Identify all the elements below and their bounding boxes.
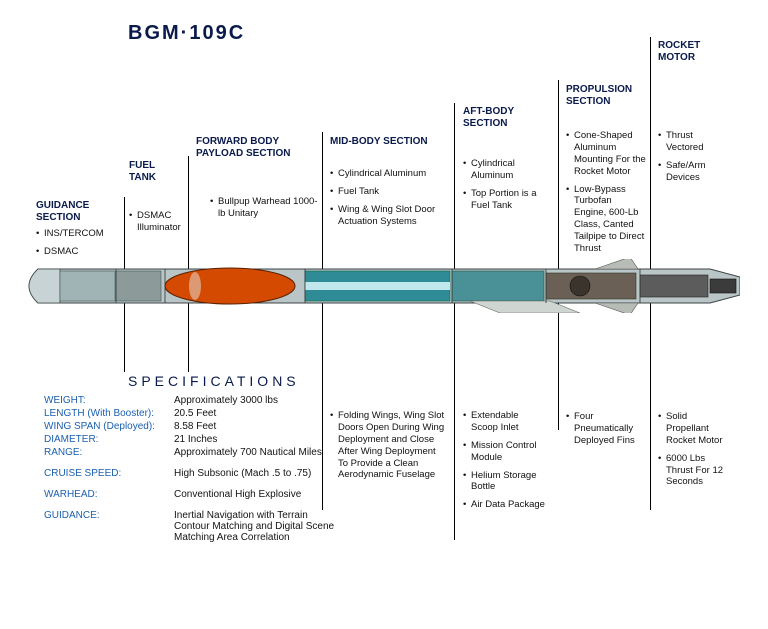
bullet: Wing & Wing Slot Door Actuation Systems bbox=[330, 204, 448, 228]
section-bullets-bottom: Four Pneumatically Deployed Fins bbox=[566, 411, 646, 453]
section-label: FORWARD BODYPAYLOAD SECTION bbox=[196, 136, 306, 159]
spec-row: GUIDANCE:Inertial Navigation with Terrai… bbox=[44, 510, 344, 543]
spec-key: WING SPAN (Deployed): bbox=[44, 421, 174, 432]
spec-row: WEIGHT:Approximately 3000 lbs bbox=[44, 395, 344, 406]
spec-value: Inertial Navigation with Terrain Contour… bbox=[174, 510, 344, 543]
spec-row: CRUISE SPEED:High Subsonic (Mach .5 to .… bbox=[44, 468, 344, 479]
bullet: Fuel Tank bbox=[330, 186, 448, 198]
section-bullets-top: Cylindrical Aluminum Top Portion is a Fue… bbox=[463, 158, 545, 218]
section-bullets-bottom: Folding Wings, Wing Slot Doors Open Duri… bbox=[330, 410, 448, 487]
section-bullets-top: Cone-Shaped Aluminum Mounting For the Ro… bbox=[566, 130, 646, 261]
spec-value: 21 Inches bbox=[174, 434, 217, 445]
section-label: FUELTANK bbox=[129, 160, 185, 183]
spec-row: WARHEAD:Conventional High Explosive bbox=[44, 489, 344, 500]
bullet: Four Pneumatically Deployed Fins bbox=[566, 411, 646, 447]
bullet: Top Portion is a Fuel Tank bbox=[463, 188, 545, 212]
section-bullets-bottom: Extendable Scoop Inlet Mission Control Mo… bbox=[463, 410, 545, 517]
spec-key: CRUISE SPEED: bbox=[44, 468, 174, 479]
divider bbox=[558, 80, 559, 430]
bullet: Helium Storage Bottle bbox=[463, 470, 545, 494]
spec-key: GUIDANCE: bbox=[44, 510, 174, 543]
spec-value: Approximately 3000 lbs bbox=[174, 395, 278, 406]
spec-key: WEIGHT: bbox=[44, 395, 174, 406]
section-bullets-top: DSMAC Illuminator bbox=[129, 210, 185, 240]
spec-value: 20.5 Feet bbox=[174, 408, 216, 419]
section-label: GUIDANCESECTION bbox=[36, 200, 124, 223]
spec-table: WEIGHT:Approximately 3000 lbsLENGTH (Wit… bbox=[44, 395, 344, 545]
section-bullets-top: Bullpup Warhead 1000-lb Unitary bbox=[210, 196, 320, 226]
section-label: PROPULSIONSECTION bbox=[566, 84, 646, 107]
bullet: Cylindrical Aluminum bbox=[463, 158, 545, 182]
section-label: AFT-BODYSECTION bbox=[463, 106, 545, 129]
spec-key: WARHEAD: bbox=[44, 489, 174, 500]
spec-heading: SPECIFICATIONS bbox=[128, 373, 300, 389]
bullet: Cylindrical Aluminum bbox=[330, 168, 448, 180]
spec-value: Conventional High Explosive bbox=[174, 489, 301, 500]
bullet: Mission Control Module bbox=[463, 440, 545, 464]
spec-value: 8.58 Feet bbox=[174, 421, 216, 432]
section-bullets-top: Thrust Vectored Safe/Arm Devices bbox=[658, 130, 728, 190]
section-label: ROCKETMOTOR bbox=[658, 40, 728, 63]
bullet: Low-Bypass Turbofan Engine, 600-Lb Class… bbox=[566, 184, 646, 255]
spec-key: DIAMETER: bbox=[44, 434, 174, 445]
spec-value: High Subsonic (Mach .5 to .75) bbox=[174, 468, 311, 479]
section-bullets-top: Cylindrical Aluminum Fuel Tank Wing & Wing… bbox=[330, 168, 448, 234]
diagram-title: BGM·109C bbox=[128, 22, 245, 45]
bullet: Thrust Vectored bbox=[658, 130, 728, 154]
bullet: Solid Propellant Rocket Motor bbox=[658, 411, 728, 447]
bullet: Bullpup Warhead 1000-lb Unitary bbox=[210, 196, 320, 220]
bullet: DSMAC bbox=[36, 246, 124, 258]
bullet: INS/TERCOM bbox=[36, 228, 124, 240]
spec-value: Approximately 700 Nautical Miles bbox=[174, 447, 322, 458]
bullet: DSMAC Illuminator bbox=[129, 210, 185, 234]
missile-cutaway bbox=[20, 259, 740, 313]
section-label: MID-BODY SECTION bbox=[330, 136, 448, 148]
bullet: 6000 Lbs Thrust For 12 Seconds bbox=[658, 453, 728, 489]
spec-row: DIAMETER:21 Inches bbox=[44, 434, 344, 445]
bullet: Extendable Scoop Inlet bbox=[463, 410, 545, 434]
spec-row: WING SPAN (Deployed):8.58 Feet bbox=[44, 421, 344, 432]
spec-key: LENGTH (With Booster): bbox=[44, 408, 174, 419]
bullet: Folding Wings, Wing Slot Doors Open Duri… bbox=[330, 410, 448, 481]
section-bullets-bottom: Solid Propellant Rocket Motor 6000 Lbs Th… bbox=[658, 411, 728, 494]
spec-key: RANGE: bbox=[44, 447, 174, 458]
spec-row: RANGE:Approximately 700 Nautical Miles bbox=[44, 447, 344, 458]
bullet: Safe/Arm Devices bbox=[658, 160, 728, 184]
spec-row: LENGTH (With Booster):20.5 Feet bbox=[44, 408, 344, 419]
bullet: Cone-Shaped Aluminum Mounting For the Ro… bbox=[566, 130, 646, 178]
bullet: Air Data Package bbox=[463, 499, 545, 511]
divider bbox=[454, 103, 455, 540]
